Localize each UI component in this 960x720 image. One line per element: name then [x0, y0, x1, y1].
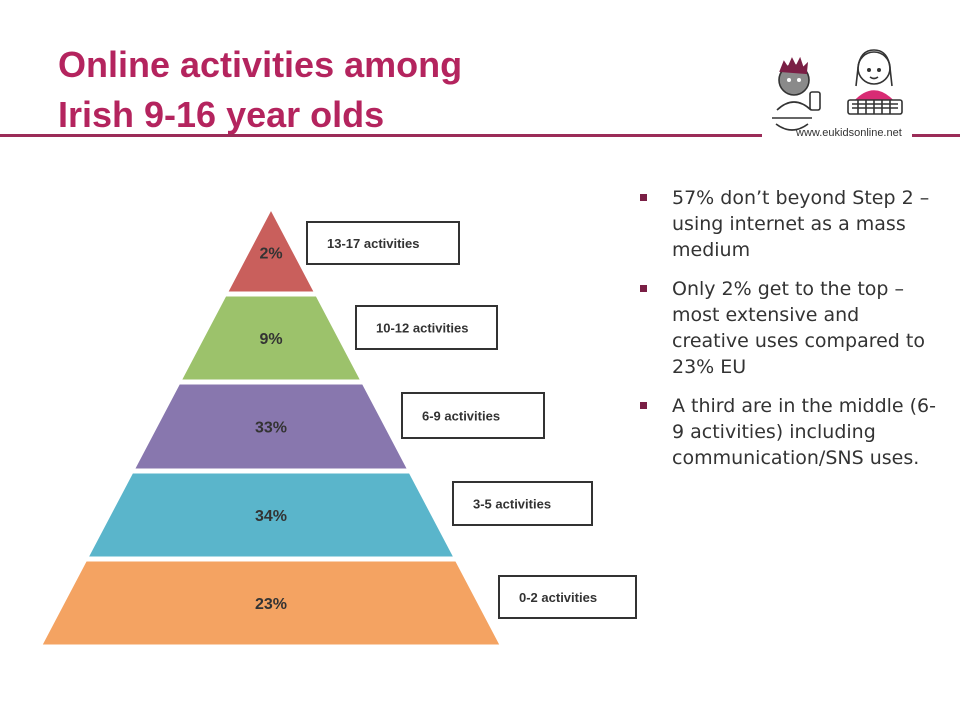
bullet-text: 57% don’t beyond Step 2 – using internet…: [672, 187, 930, 261]
girl-figure-icon: [847, 49, 903, 115]
boy-figure-icon: [772, 56, 821, 131]
pyramid-layer: [180, 295, 362, 381]
title-line-2: Irish 9-16 year olds: [58, 94, 385, 135]
layer-percent: 34%: [255, 508, 287, 525]
activity-label-box: [401, 392, 545, 439]
bullet-item: A third are in the middle (6-9 activitie…: [640, 393, 940, 471]
activity-label: 13-17 activities: [327, 236, 420, 251]
activity-label: 6-9 activities: [422, 409, 500, 424]
layer-percent: 23%: [255, 596, 287, 613]
activity-label-box: [306, 221, 460, 265]
activity-label: 0-2 activities: [519, 590, 597, 605]
activity-label: 3-5 activities: [473, 497, 551, 512]
activity-label-box: [452, 481, 593, 526]
bullet-item: 57% don’t beyond Step 2 – using internet…: [640, 185, 940, 263]
logo-url: www.eukidsonline.net: [796, 127, 902, 139]
header-rule-left: [0, 134, 762, 137]
pyramid-layer: [133, 383, 409, 470]
pyramid-layer: [87, 472, 455, 558]
activity-label-box: [498, 575, 637, 619]
square-bullet-icon: [640, 285, 647, 292]
eukidsonline-logo: [772, 49, 903, 131]
key-findings-list: 57% don’t beyond Step 2 – using internet…: [640, 185, 940, 484]
bullet-text: Only 2% get to the top – most extensive …: [672, 278, 925, 378]
layer-percent: 2%: [259, 246, 282, 263]
bullet-item: Only 2% get to the top – most extensive …: [640, 276, 940, 380]
square-bullet-icon: [640, 194, 647, 201]
layer-percent: 33%: [255, 420, 287, 437]
slide-title: Online activities among Irish 9-16 year …: [58, 40, 698, 140]
layer-percent: 9%: [259, 331, 282, 348]
pyramid-layer: [41, 560, 501, 646]
bullet-text: A third are in the middle (6-9 activitie…: [672, 395, 937, 469]
activity-label-box: [355, 305, 498, 350]
square-bullet-icon: [640, 402, 647, 409]
title-line-1: Online activities among: [58, 44, 463, 85]
pyramid-layer: [227, 208, 315, 293]
activity-label: 10-12 activities: [376, 321, 469, 336]
header-rule-right: [912, 134, 960, 137]
